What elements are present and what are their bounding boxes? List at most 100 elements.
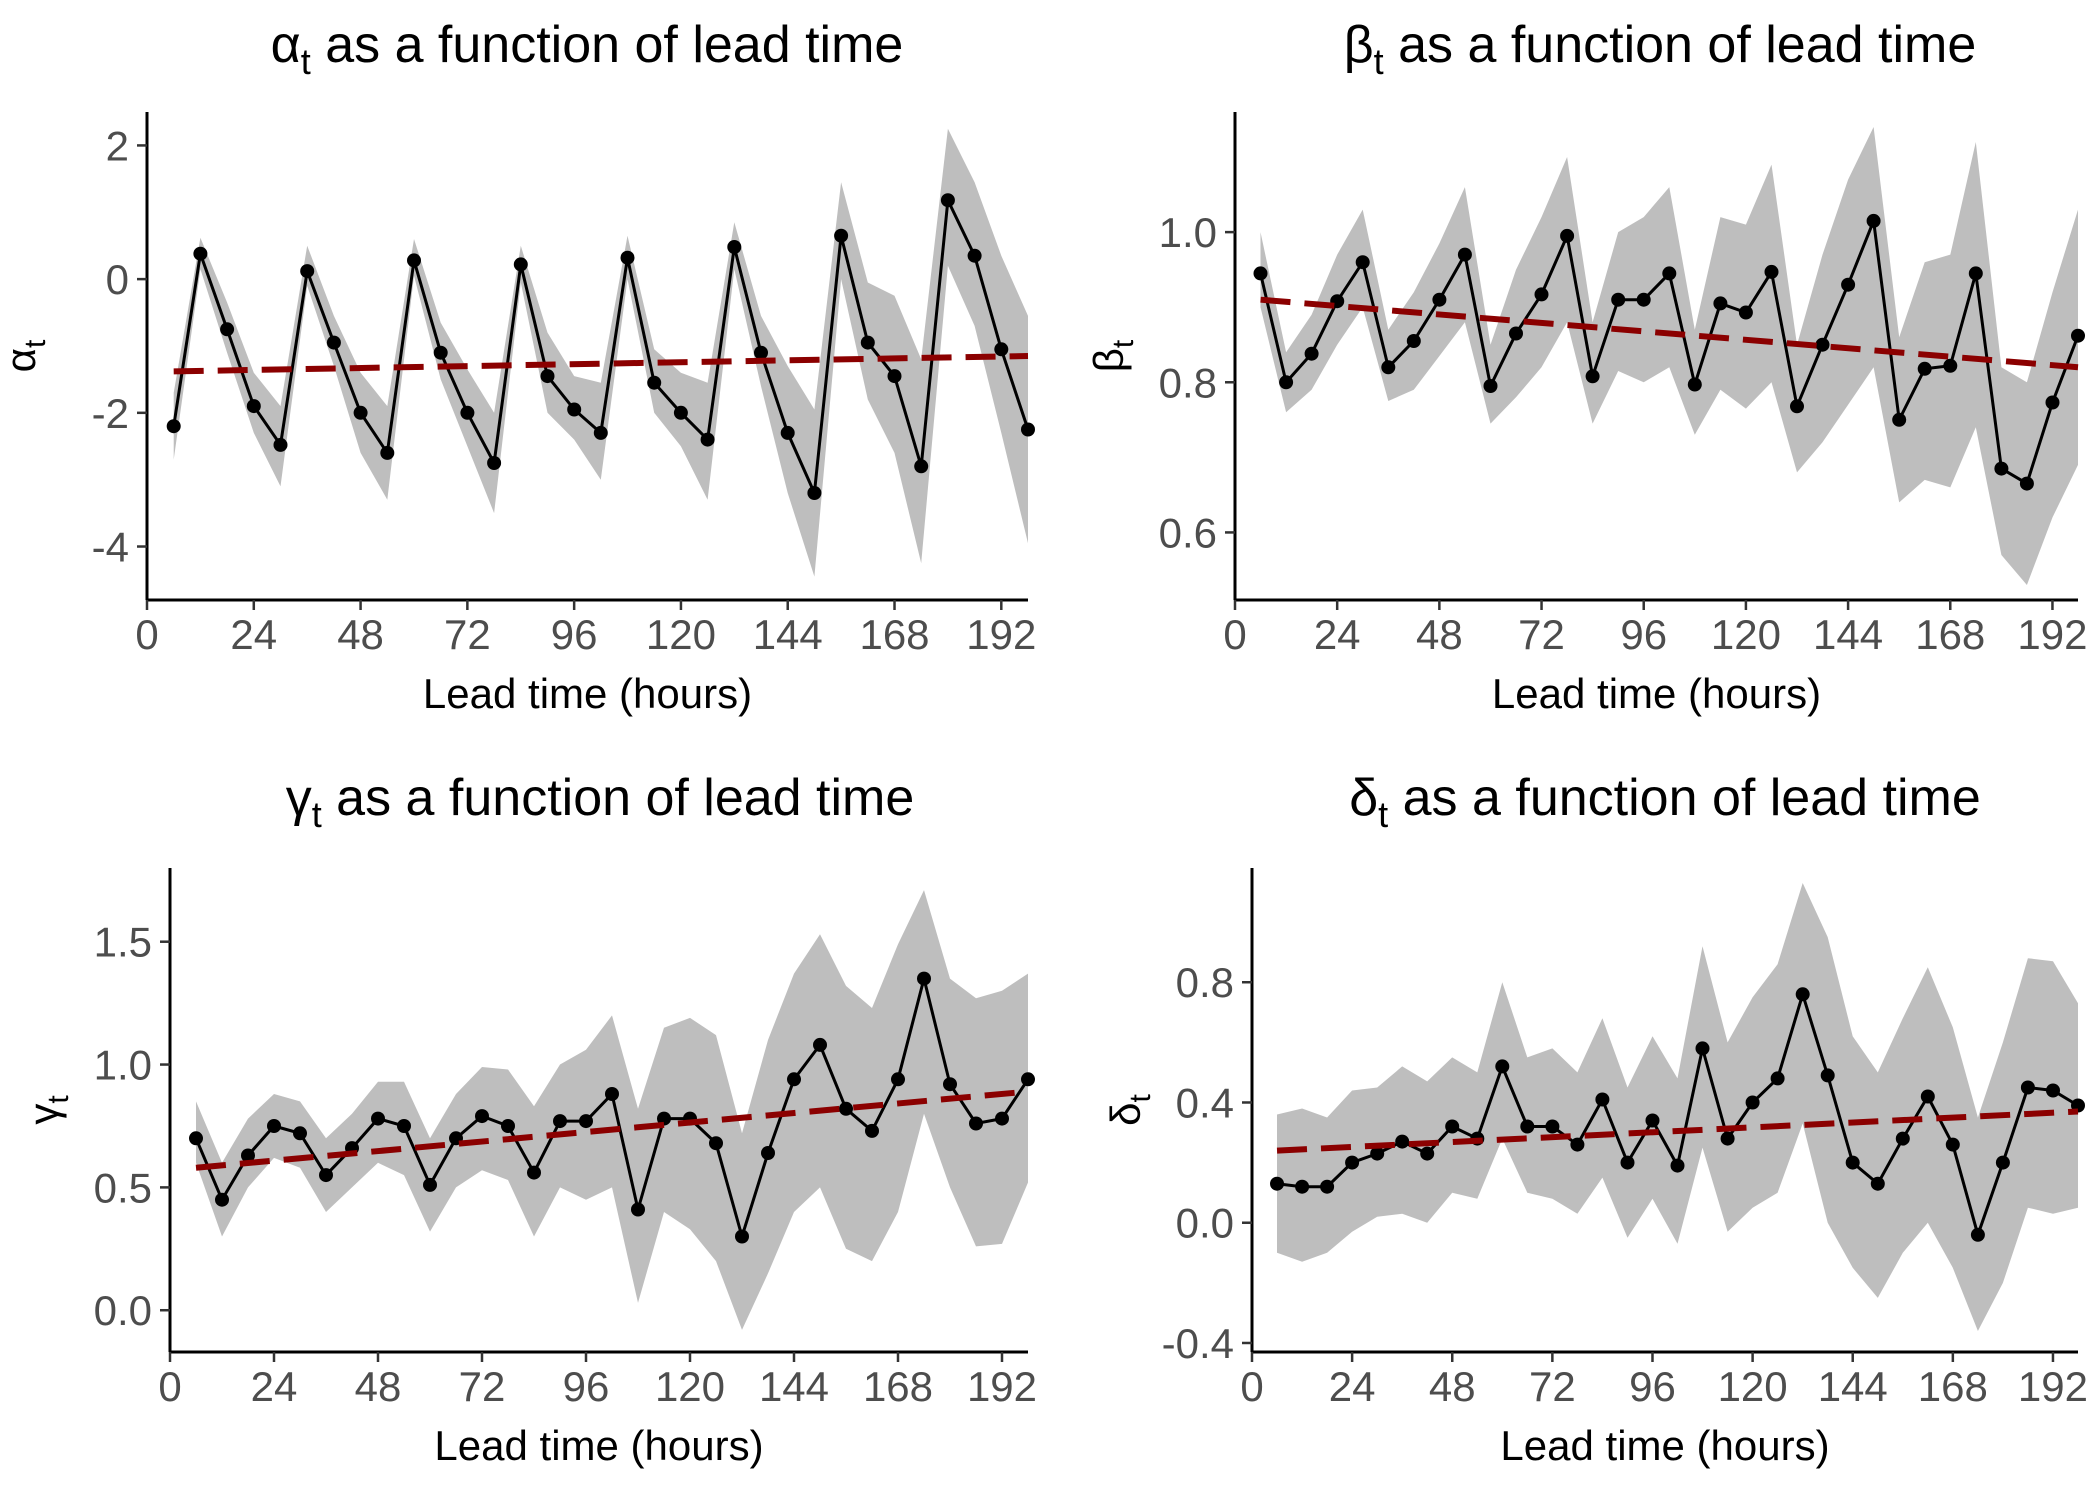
data-point	[220, 322, 235, 337]
y-tick-label: 0.4	[1176, 1079, 1234, 1126]
data-point	[1695, 1041, 1710, 1056]
data-point	[1645, 1113, 1660, 1128]
panel-4: 0 24 48 72 96 120 144 168 192 -0.4 0.0 0.4 0.8 Lead t…	[1102, 769, 2088, 1469]
data-point	[1495, 1059, 1510, 1074]
data-point	[1994, 461, 2009, 476]
data-point	[727, 240, 742, 254]
chart-title: βt as a function of lead time	[1344, 16, 1977, 82]
x-tick-label: 72	[444, 611, 491, 658]
data-point	[397, 1119, 411, 1133]
data-point	[423, 1177, 437, 1192]
title-subscript: t	[301, 41, 311, 82]
data-point	[1670, 1158, 1685, 1173]
title-subscript: t	[1374, 41, 1384, 82]
data-point	[1021, 1072, 1035, 1087]
data-point	[1420, 1146, 1435, 1161]
data-point	[407, 253, 421, 268]
title-text: as a function of lead time	[311, 16, 904, 74]
data-point	[839, 1101, 853, 1116]
x-tick-label: 72	[1529, 1363, 1576, 1410]
data-point	[1895, 1131, 1910, 1146]
data-point	[293, 1126, 307, 1141]
data-point	[1820, 1068, 1835, 1083]
title-symbol: γ	[286, 769, 312, 827]
data-point	[1457, 247, 1472, 262]
data-point	[1790, 399, 1804, 414]
data-point	[1370, 1146, 1385, 1161]
data-point	[1738, 305, 1753, 320]
data-point	[994, 342, 1009, 357]
data-point	[673, 405, 688, 420]
data-point	[1570, 1137, 1585, 1152]
data-point	[709, 1136, 723, 1151]
x-tick-label: 24	[1314, 611, 1361, 658]
data-point	[1745, 1095, 1760, 1110]
x-tick-label: 168	[1915, 611, 1985, 658]
x-tick-label: 144	[759, 1363, 829, 1410]
y-axis-title: βt	[1085, 339, 1140, 372]
data-point	[267, 1119, 281, 1133]
x-tick-label: 48	[1429, 1363, 1476, 1410]
y-axis-title: δt	[1102, 1093, 1157, 1125]
x-tick-label: 168	[863, 1363, 933, 1410]
data-point	[1945, 1137, 1960, 1152]
x-tick-label: 48	[337, 611, 384, 658]
y-axis-title: γt	[20, 1095, 75, 1125]
data-point	[1381, 360, 1396, 375]
data-point	[246, 399, 261, 414]
data-point	[1406, 334, 1421, 348]
data-point	[1345, 1155, 1360, 1170]
confidence-band	[196, 890, 1028, 1330]
x-tick-label: 168	[859, 611, 929, 658]
data-point	[353, 405, 368, 420]
data-point	[1021, 422, 1035, 437]
data-point	[1534, 287, 1549, 302]
chart-title: αt as a function of lead time	[271, 16, 904, 82]
x-tick-label: 120	[655, 1363, 725, 1410]
x-tick-label: 144	[1813, 611, 1883, 658]
data-point	[1764, 264, 1779, 279]
data-point	[967, 248, 982, 263]
y-tick-label: 2	[106, 122, 129, 169]
data-point	[189, 1131, 203, 1146]
data-point	[475, 1109, 489, 1124]
data-point	[567, 402, 582, 417]
data-point	[887, 369, 902, 384]
data-point	[969, 1116, 983, 1131]
trend-line	[173, 353, 1029, 375]
panel-1: 0 24 48 72 96 120 144 168 192 -4 -2 0 2 Lead time (ho…	[0, 16, 1036, 717]
data-point	[865, 1123, 879, 1138]
title-text: as a function of lead time	[1384, 16, 1977, 74]
confidence-band	[1260, 127, 2078, 585]
y-axis-title: αt	[0, 339, 52, 372]
title-symbol: α	[271, 16, 301, 74]
data-point	[300, 264, 315, 279]
data-point	[527, 1165, 541, 1180]
x-tick-label: 96	[551, 611, 598, 658]
panel-2: 0 24 48 72 96 120 144 168 192 0.6 0.8 1.0 Lead time …	[1085, 16, 2087, 717]
x-axis-title: Lead time (hours)	[1492, 670, 1821, 717]
data-point	[1295, 1179, 1310, 1194]
y-axis-title-subscript: t	[1124, 1093, 1157, 1102]
data-point	[631, 1202, 645, 1217]
confidence-band	[173, 128, 1028, 577]
x-tick-label: 96	[563, 1363, 610, 1410]
x-tick-label: 0	[1240, 1363, 1263, 1410]
x-tick-label: 192	[967, 1363, 1037, 1410]
x-tick-label: 192	[966, 611, 1036, 658]
data-point	[1595, 1092, 1610, 1107]
data-point	[487, 456, 502, 470]
x-tick-label: 72	[459, 1363, 506, 1410]
data-point	[1432, 292, 1447, 307]
data-point	[1920, 1089, 1935, 1104]
data-point	[380, 445, 395, 460]
data-point	[1253, 266, 1268, 281]
x-tick-label: 0	[135, 611, 158, 658]
data-point	[834, 228, 849, 243]
data-point	[1995, 1155, 2010, 1170]
data-point	[2046, 1083, 2060, 1098]
y-tick-label: 1.0	[94, 1042, 152, 1089]
y-axis-title-symbol: δ	[1102, 1102, 1149, 1125]
y-axis-title-subscript: t	[42, 1095, 75, 1104]
